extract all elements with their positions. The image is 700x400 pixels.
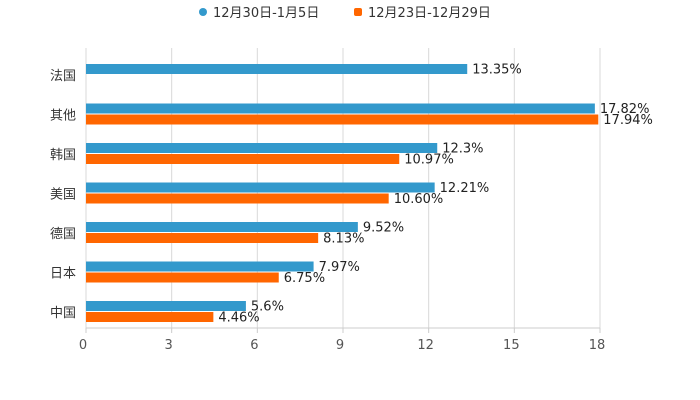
x-tick-label: 12 bbox=[417, 338, 434, 353]
data-label: 17.94% bbox=[603, 113, 653, 128]
bar bbox=[86, 272, 279, 283]
bar bbox=[86, 312, 214, 322]
x-tick-label: 3 bbox=[165, 338, 173, 353]
category-label: 法国 bbox=[50, 69, 76, 84]
data-label: 10.60% bbox=[394, 192, 444, 207]
category-label: 日本 bbox=[50, 267, 76, 282]
legend-marker bbox=[354, 8, 362, 16]
category-label: 德国 bbox=[50, 227, 76, 242]
data-label: 17.82% bbox=[600, 102, 650, 117]
bar bbox=[86, 182, 435, 193]
legend-label: 12月30日-1月5日 bbox=[213, 6, 319, 21]
x-tick-label: 6 bbox=[250, 338, 258, 353]
data-label: 8.13% bbox=[323, 232, 364, 247]
data-label: 5.6% bbox=[251, 300, 284, 315]
data-labels: 13.35% 17.82% 12.3% 12.21% 9.52% 7.97% 5.6% 17.… bbox=[218, 63, 653, 326]
data-label: 9.52% bbox=[363, 221, 404, 236]
bar bbox=[86, 154, 400, 164]
legend: 12月30日-1月5日 12月23日-12月29日 bbox=[199, 6, 491, 21]
x-tick-label: 0 bbox=[79, 338, 87, 353]
data-label: 12.3% bbox=[442, 142, 483, 157]
data-label: 12.21% bbox=[440, 181, 490, 196]
bar bbox=[86, 143, 438, 153]
data-label: 7.97% bbox=[319, 260, 360, 275]
x-tick-label: 9 bbox=[336, 338, 344, 353]
category-label: 中国 bbox=[50, 306, 76, 321]
bar bbox=[86, 193, 389, 204]
data-label: 4.46% bbox=[218, 311, 259, 326]
data-label: 10.97% bbox=[404, 153, 454, 168]
bar bbox=[86, 114, 599, 125]
legend-label: 12月23日-12月29日 bbox=[368, 6, 491, 21]
bar bbox=[86, 301, 246, 311]
bar bbox=[86, 103, 595, 114]
bar bbox=[86, 64, 468, 74]
category-label: 其他 bbox=[50, 109, 76, 124]
bar bbox=[86, 261, 314, 272]
x-tick-label: 18 bbox=[589, 338, 606, 353]
data-label: 6.75% bbox=[284, 271, 325, 286]
bar bbox=[86, 222, 358, 232]
category-label: 美国 bbox=[50, 188, 76, 203]
x-axis: 0 3 6 9 12 15 18 bbox=[79, 327, 606, 353]
category-label: 韩国 bbox=[50, 148, 76, 163]
x-tick-label: 15 bbox=[503, 338, 520, 353]
legend-marker bbox=[199, 8, 207, 16]
data-label: 13.35% bbox=[472, 63, 522, 78]
bars bbox=[86, 64, 599, 322]
bar bbox=[86, 233, 319, 243]
